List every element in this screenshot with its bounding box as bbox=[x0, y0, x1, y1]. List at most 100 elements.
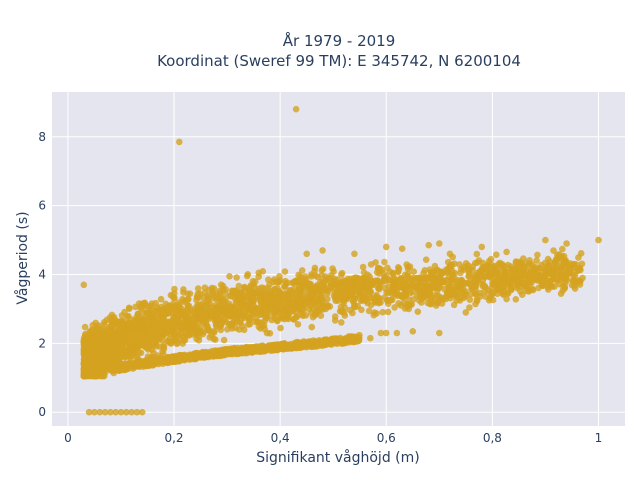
data-point bbox=[224, 309, 231, 317]
data-point bbox=[174, 311, 182, 318]
data-point bbox=[395, 265, 403, 273]
data-point bbox=[577, 250, 585, 257]
data-point bbox=[446, 250, 454, 258]
data-point bbox=[423, 274, 431, 281]
data-point bbox=[511, 265, 519, 273]
data-point bbox=[381, 258, 388, 266]
data-point bbox=[112, 408, 119, 416]
data-point bbox=[108, 318, 116, 325]
data-point bbox=[272, 304, 280, 312]
y-tick-label: 2 bbox=[38, 336, 46, 350]
data-point bbox=[155, 325, 162, 333]
data-point bbox=[306, 290, 314, 298]
data-point bbox=[559, 245, 566, 253]
x-tick-label: 0,2 bbox=[164, 431, 183, 445]
data-point bbox=[462, 291, 469, 298]
data-point bbox=[364, 271, 371, 279]
data-point bbox=[122, 360, 129, 368]
data-point bbox=[209, 349, 217, 356]
data-point bbox=[486, 294, 494, 302]
data-point bbox=[324, 295, 331, 303]
data-point bbox=[277, 324, 284, 332]
data-point bbox=[151, 357, 159, 365]
data-point bbox=[172, 331, 179, 338]
data-point bbox=[95, 327, 102, 335]
data-point bbox=[241, 309, 248, 317]
data-point bbox=[176, 138, 183, 146]
data-point bbox=[321, 285, 329, 293]
data-point bbox=[189, 355, 196, 363]
data-point bbox=[531, 267, 539, 275]
y-tick-label: 6 bbox=[38, 199, 46, 213]
data-point bbox=[546, 277, 554, 285]
data-point bbox=[313, 298, 321, 306]
data-point bbox=[217, 323, 224, 331]
data-point bbox=[357, 291, 365, 298]
data-point bbox=[139, 317, 147, 325]
data-point bbox=[235, 308, 243, 316]
data-point bbox=[534, 251, 541, 259]
data-point bbox=[422, 256, 430, 264]
data-point bbox=[225, 302, 233, 310]
data-point bbox=[234, 318, 241, 326]
data-point bbox=[365, 307, 373, 315]
data-point bbox=[173, 340, 181, 348]
data-point bbox=[574, 267, 581, 275]
data-point bbox=[460, 264, 468, 271]
data-point bbox=[382, 243, 390, 251]
data-point bbox=[240, 326, 248, 334]
data-point bbox=[285, 315, 292, 323]
data-point bbox=[391, 275, 398, 282]
data-point bbox=[359, 263, 367, 271]
data-point bbox=[217, 293, 224, 300]
data-point bbox=[233, 297, 240, 305]
data-point bbox=[181, 336, 189, 344]
data-point bbox=[210, 285, 218, 292]
data-point bbox=[353, 280, 361, 288]
data-point bbox=[553, 268, 561, 275]
data-point bbox=[101, 408, 109, 416]
data-point bbox=[235, 326, 243, 333]
data-point bbox=[409, 328, 417, 335]
data-point bbox=[338, 338, 346, 346]
data-point bbox=[167, 356, 174, 363]
data-point bbox=[493, 251, 500, 258]
data-point bbox=[566, 260, 574, 267]
data-point bbox=[473, 297, 481, 305]
data-point bbox=[409, 277, 416, 285]
data-point bbox=[445, 283, 453, 290]
data-point bbox=[282, 345, 290, 352]
data-point bbox=[402, 285, 410, 292]
data-point bbox=[368, 294, 375, 302]
y-tick-label: 0 bbox=[38, 405, 46, 419]
data-point bbox=[294, 321, 302, 328]
data-point bbox=[457, 269, 464, 277]
data-point bbox=[210, 335, 218, 343]
data-point bbox=[393, 292, 401, 300]
data-point bbox=[177, 330, 185, 338]
data-point bbox=[488, 284, 496, 291]
data-point bbox=[533, 257, 540, 264]
data-point bbox=[96, 365, 104, 373]
data-point bbox=[128, 408, 135, 416]
x-tick-label: 0 bbox=[64, 431, 72, 445]
data-point bbox=[277, 301, 285, 309]
data-point bbox=[204, 295, 211, 303]
data-point bbox=[90, 337, 97, 345]
data-point bbox=[293, 295, 301, 302]
data-point bbox=[415, 281, 422, 289]
data-point bbox=[129, 333, 137, 340]
data-point bbox=[136, 359, 144, 366]
data-point bbox=[81, 323, 89, 331]
data-point bbox=[327, 336, 334, 344]
data-point bbox=[180, 286, 187, 293]
data-point bbox=[244, 271, 252, 278]
data-point bbox=[418, 299, 425, 306]
data-point bbox=[124, 331, 132, 339]
data-point bbox=[163, 325, 171, 333]
data-point bbox=[257, 325, 264, 332]
data-point bbox=[352, 333, 359, 341]
data-point bbox=[319, 265, 327, 273]
data-point bbox=[252, 288, 260, 296]
